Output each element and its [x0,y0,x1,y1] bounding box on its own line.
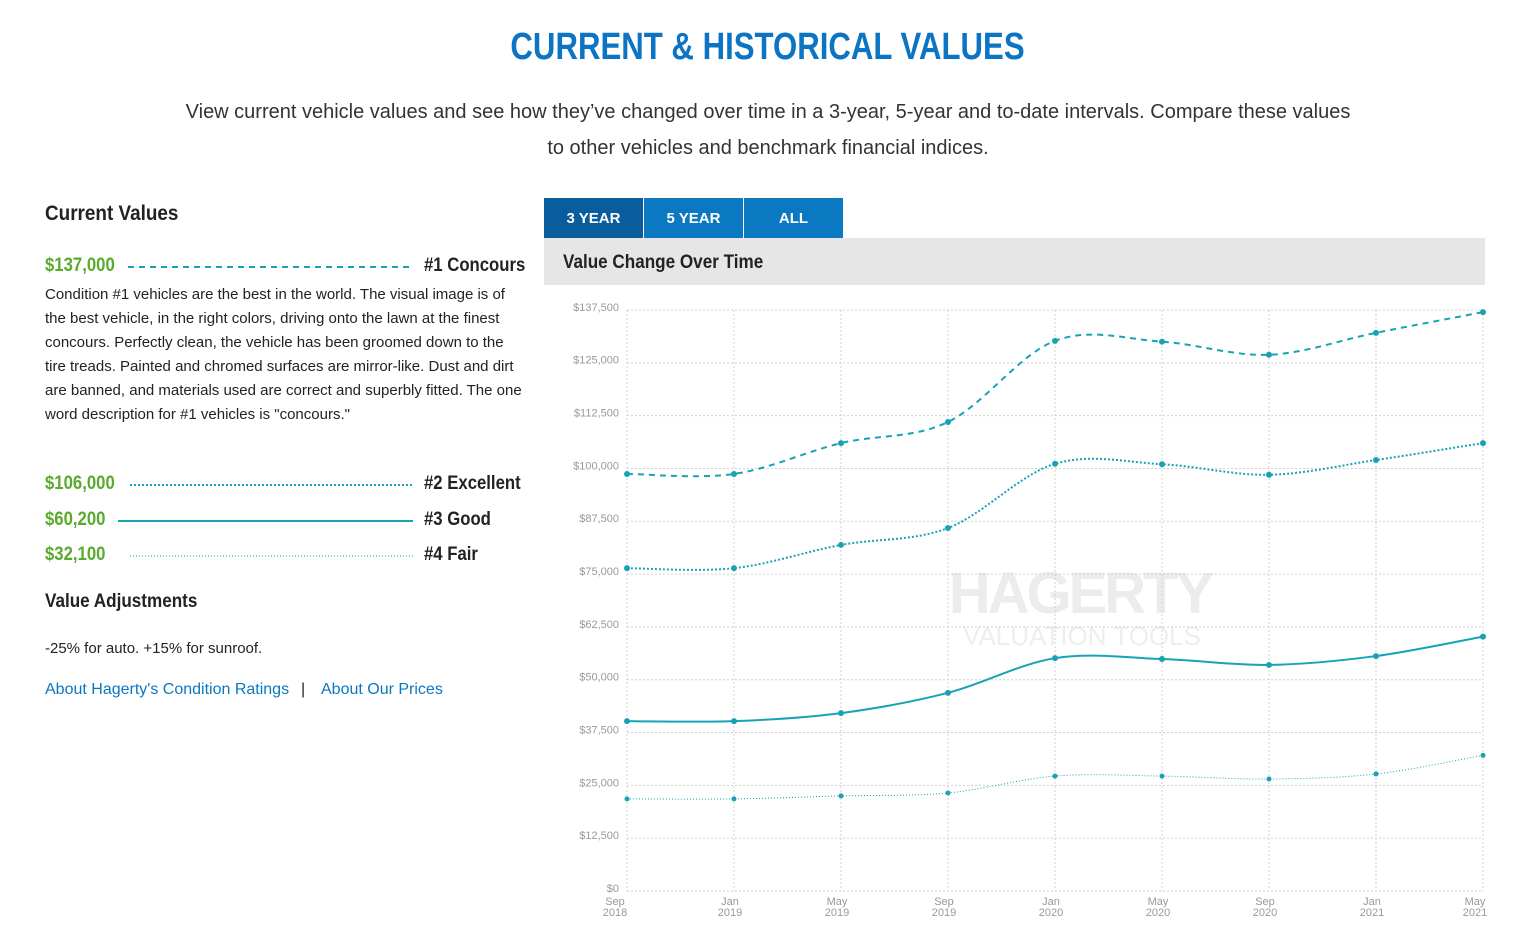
data-point [945,790,951,796]
rating: #1 Concours [424,255,526,276]
price: $32,100 [45,544,106,565]
data-point [1159,338,1165,345]
data-point [1159,656,1165,663]
data-point [1480,309,1486,316]
link[interactable]: About Hagerty's Condition Ratings [45,681,290,698]
x-tick-label: Sep 2020 [1252,896,1278,919]
price: $60,200 [45,509,106,530]
rating: #4 Fair [424,544,478,565]
y-tick-label: $75,000 [579,566,619,578]
y-tick-label: $112,500 [574,408,619,420]
watermark: HAGERTY [949,561,1214,626]
y-tick-label: $25,000 [579,777,619,789]
data-point [624,796,630,802]
condition-description: Condition #1 vehicles are the best in th… [45,286,522,423]
price: $106,000 [45,473,115,494]
y-tick-label: $50,000 [579,672,619,684]
data-point [945,418,951,425]
rating: #3 Good [424,509,491,530]
chart-header [544,238,1485,285]
x-tick-label: Sep 2019 [931,896,957,919]
data-point [945,689,951,696]
page-title: CURRENT & HISTORICAL VALUES [510,26,1026,68]
data-point [838,541,844,548]
chart-title: Value Change Over Time [563,252,764,273]
data-point [1266,351,1272,358]
y-tick-label: $87,500 [579,513,619,525]
separator: | [301,681,306,698]
x-tick-label: May 2020 [1145,896,1171,919]
data-point [731,796,737,802]
watermark: VALUATION TOOLS [963,621,1201,651]
y-tick-label: $62,500 [579,619,619,631]
y-tick-label: $37,500 [579,724,619,736]
data-point [1052,337,1058,344]
series-line [626,442,1484,571]
data-point [1373,653,1379,660]
data-point [624,470,630,477]
data-point [838,440,844,447]
data-point [1159,461,1165,468]
data-point [624,565,630,572]
y-tick-label: $0 [607,883,619,895]
data-point [1052,773,1058,779]
tab[interactable]: 5 YEAR [644,198,743,238]
data-point [838,793,844,799]
data-point [1052,655,1058,662]
data-point [1373,771,1379,777]
data-point [1373,457,1379,464]
data-point [1480,633,1486,640]
data-point [1052,460,1058,467]
y-tick-label: $100,000 [573,460,619,472]
data-point [624,718,630,725]
x-tick-label: May 2019 [824,896,850,919]
y-tick-label: $12,500 [579,830,619,842]
x-tick-label: Sep 2018 [602,896,628,919]
data-point [945,525,951,532]
x-tick-label: Jan 2019 [717,896,743,919]
price: $137,000 [45,255,115,276]
data-point [1266,471,1272,478]
data-point [838,710,844,717]
section-title: Current Values [45,202,179,225]
data-point [1266,661,1272,668]
page-subtitle: View current vehicle values and see how … [185,101,1351,159]
data-point [731,718,737,725]
tab[interactable]: ALL [744,198,843,238]
data-point [1480,752,1486,758]
data-point [1373,329,1379,336]
data-point [731,470,737,477]
data-point [1266,776,1272,782]
y-tick-label: $137,500 [573,302,619,314]
data-point [1480,440,1486,447]
section-title: Value Adjustments [45,591,198,612]
y-tick-label: $125,000 [573,355,619,367]
x-tick-label: Jan 2021 [1359,896,1385,919]
x-tick-label: May 2021 [1462,896,1488,919]
data-point [1159,773,1165,779]
link[interactable]: About Our Prices [321,681,443,698]
tab[interactable]: 3 YEAR [544,198,643,238]
adjustment-text: -25% for auto. +15% for sunroof. [45,640,263,657]
x-tick-label: Jan 2020 [1038,896,1064,919]
data-point [731,565,737,572]
rating: #2 Excellent [424,473,521,494]
page-title-wrap: CURRENT & HISTORICAL VALUES [0,26,1536,69]
